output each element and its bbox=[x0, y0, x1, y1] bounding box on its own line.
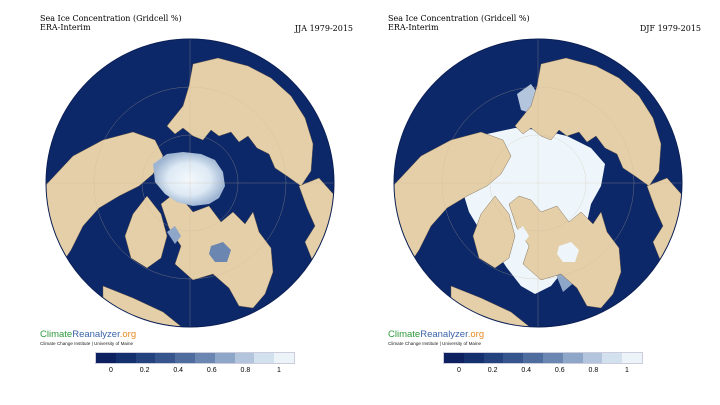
colorbar-swatch bbox=[194, 353, 215, 363]
colorbar-swatch bbox=[542, 353, 563, 363]
brand-logo: ClimateReanalyzer.org Climate Change Ins… bbox=[40, 329, 136, 346]
period-label: JJA 1979-2015 bbox=[294, 24, 353, 33]
landmass-islands bbox=[318, 273, 334, 299]
colorbar-ticks: 0 0.2 0.4 0.6 0.8 1 bbox=[95, 364, 295, 376]
colorbar-swatch bbox=[463, 353, 484, 363]
brand-part-3: .org bbox=[467, 329, 485, 340]
title-line-1: Sea Ice Concentration (Gridcell %) bbox=[40, 14, 182, 23]
colorbar-tick-label: 0 bbox=[457, 367, 461, 374]
colorbar: 0 0.2 0.4 0.6 0.8 1 bbox=[95, 352, 295, 376]
colorbar-tick-label: 1 bbox=[625, 367, 629, 374]
colorbar-swatch bbox=[214, 353, 235, 363]
colorbar-swatch bbox=[254, 353, 275, 363]
brand-logo: ClimateReanalyzer.org Climate Change Ins… bbox=[388, 329, 484, 346]
map-panel-winter: Sea Ice Concentration (Gridcell %) ERA-I… bbox=[363, 0, 713, 405]
landmass-eurasia bbox=[166, 57, 314, 187]
brand-part-2: Reanalyzer bbox=[420, 329, 468, 340]
landmass-eurasia bbox=[514, 57, 662, 187]
landmass-islands bbox=[666, 273, 682, 299]
title-line-2: ERA-Interim bbox=[388, 23, 439, 32]
period-label: DJF 1979-2015 bbox=[639, 24, 701, 33]
colorbar: 0 0.2 0.4 0.6 0.8 1 bbox=[443, 352, 643, 376]
colorbar-tick-label: 0 bbox=[109, 367, 113, 374]
brand-part-1: Climate bbox=[388, 329, 421, 340]
colorbar-tick-label: 0.6 bbox=[206, 367, 217, 374]
title-line-2: ERA-Interim bbox=[40, 23, 91, 32]
colorbar-swatch bbox=[175, 353, 195, 363]
brand-part-3: .org bbox=[119, 329, 137, 340]
colorbar-swatch bbox=[96, 353, 116, 363]
colorbar-swatch bbox=[135, 353, 156, 363]
graticule bbox=[46, 39, 334, 327]
colorbar-swatch bbox=[115, 353, 136, 363]
graticule bbox=[394, 39, 682, 327]
colorbar-swatch bbox=[444, 353, 464, 363]
brand-subtitle: Climate Change Institute | University of… bbox=[388, 341, 482, 346]
brand-part-1: Climate bbox=[40, 329, 73, 340]
colorbar-swatch bbox=[483, 353, 504, 363]
colorbar-tick-label: 0.8 bbox=[240, 367, 251, 374]
colorbar-swatch bbox=[582, 353, 603, 363]
sea-ice-pack bbox=[153, 152, 225, 206]
sea-ice-baffin bbox=[167, 226, 181, 244]
map-panel-summer: Sea Ice Concentration (Gridcell %) ERA-I… bbox=[15, 0, 365, 405]
colorbar-tick-label: 0.2 bbox=[487, 367, 498, 374]
brand-subtitle: Climate Change Institute | University of… bbox=[40, 341, 134, 346]
sea-ice-hudson bbox=[557, 242, 579, 262]
map-title: Sea Ice Concentration (Gridcell %) ERA-I… bbox=[40, 14, 182, 32]
landmass-greenland bbox=[472, 195, 516, 269]
colorbar-tick-label: 0.8 bbox=[588, 367, 599, 374]
landmass-greenland bbox=[124, 195, 168, 269]
colorbar-tick-label: 0.4 bbox=[521, 367, 532, 374]
sea-ice-baffin bbox=[515, 226, 529, 244]
colorbar-swatch bbox=[234, 353, 255, 363]
colorbar-swatch bbox=[155, 353, 176, 363]
colorbar-swatch bbox=[562, 353, 583, 363]
colorbar-ticks: 0 0.2 0.4 0.6 0.8 1 bbox=[443, 364, 643, 376]
colorbar-tick-label: 0.2 bbox=[139, 367, 150, 374]
colorbar-swatch bbox=[523, 353, 543, 363]
colorbar-tick-label: 1 bbox=[277, 367, 281, 374]
title-line-1: Sea Ice Concentration (Gridcell %) bbox=[388, 14, 530, 23]
colorbar-swatch bbox=[622, 353, 642, 363]
brand-part-2: Reanalyzer bbox=[72, 329, 120, 340]
colorbar-swatch bbox=[503, 353, 524, 363]
colorbar-swatch bbox=[602, 353, 623, 363]
polar-map-summer bbox=[45, 38, 335, 328]
colorbar-swatch bbox=[274, 353, 294, 363]
colorbar-tick-label: 0.4 bbox=[173, 367, 184, 374]
sea-ice-hudson bbox=[209, 242, 231, 262]
colorbar-swatches bbox=[443, 352, 643, 364]
polar-map-winter bbox=[393, 38, 683, 328]
map-title: Sea Ice Concentration (Gridcell %) ERA-I… bbox=[388, 14, 530, 32]
colorbar-swatches bbox=[95, 352, 295, 364]
colorbar-tick-label: 0.6 bbox=[554, 367, 565, 374]
